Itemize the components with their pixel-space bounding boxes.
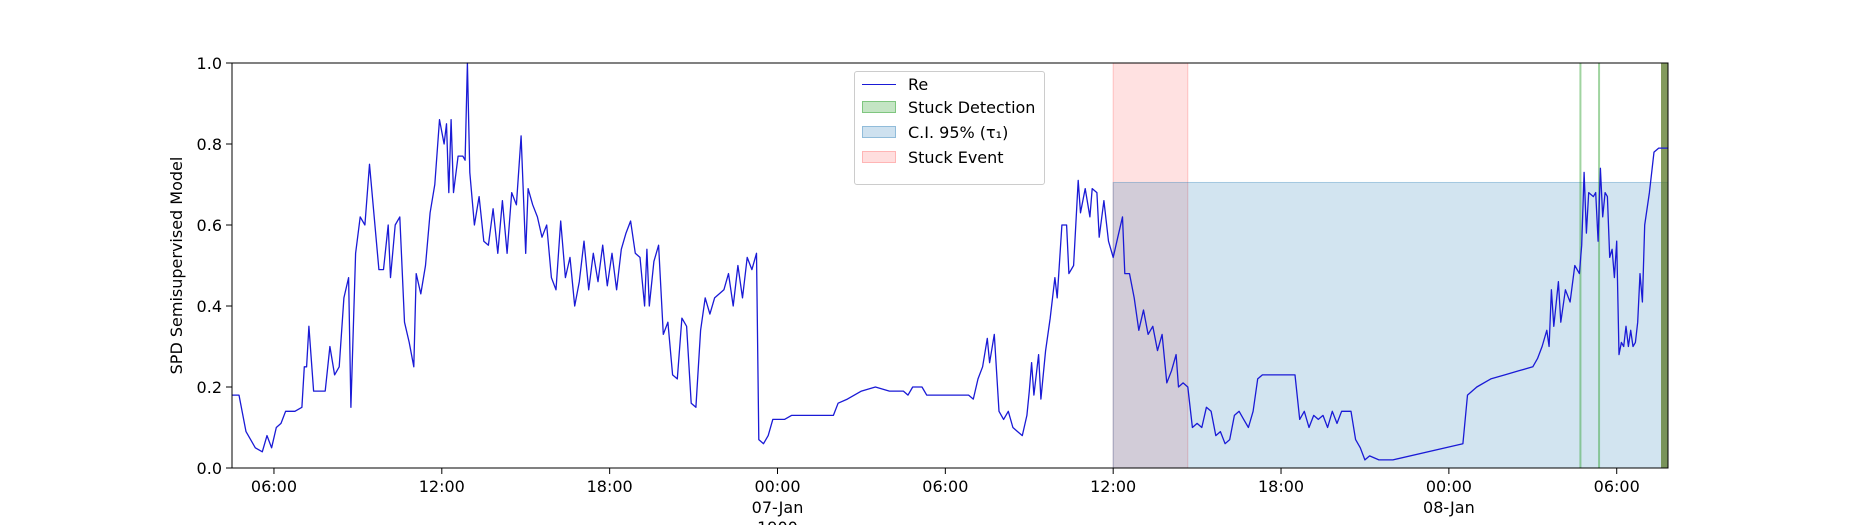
x-tick-label: 06:00 bbox=[251, 477, 297, 496]
x-axis-ticks: 06:00 12:00 18:00 00:00 07-Jan1900 06:00 12:00… bbox=[251, 468, 1640, 525]
stuck-detection-marker-1 bbox=[1598, 63, 1601, 468]
y-tick-label: 0.4 bbox=[197, 297, 222, 316]
y-tick-label: 0.8 bbox=[197, 135, 222, 154]
legend-item-stuck-event: Stuck Event bbox=[862, 146, 1004, 168]
x-tick-label: 00:00 bbox=[754, 477, 800, 496]
x-tick-label: 12:00 bbox=[419, 477, 465, 496]
legend-swatch-stuck-event bbox=[862, 151, 896, 163]
x-tick-label: 00:00 bbox=[1426, 477, 1472, 496]
series-layer bbox=[232, 62, 1668, 461]
stuck-detection-marker-2 bbox=[1661, 63, 1668, 468]
region-c-i-95- bbox=[1112, 181, 1669, 469]
y-tick-label: 1.0 bbox=[197, 54, 222, 73]
legend: Re Stuck Detection C.I. 95% (τ₁) Stuck E… bbox=[854, 71, 1045, 185]
legend-item-re: Re bbox=[862, 73, 928, 95]
series-line-re bbox=[232, 62, 1668, 461]
y-tick-label: 0.0 bbox=[197, 459, 222, 478]
y-axis-ticks: 0.0 0.2 0.4 0.6 0.8 1.0 bbox=[197, 54, 232, 478]
legend-item-stuck-detection: Stuck Detection bbox=[862, 96, 1035, 118]
y-tick-label: 0.6 bbox=[197, 216, 222, 235]
x-tick-date-label: 1900 bbox=[757, 518, 798, 525]
legend-swatch-ci bbox=[862, 126, 896, 138]
x-tick-date-label: 07-Jan bbox=[752, 498, 804, 517]
x-tick-label: 12:00 bbox=[1090, 477, 1136, 496]
plot-area-frame bbox=[231, 62, 1669, 469]
legend-item-ci: C.I. 95% (τ₁) bbox=[862, 121, 1008, 143]
legend-label-stuck-detection: Stuck Detection bbox=[908, 97, 1036, 117]
legend-label-ci: C.I. 95% (τ₁) bbox=[908, 122, 1009, 142]
x-tick-label: 06:00 bbox=[922, 477, 968, 496]
region-stuck-event bbox=[1112, 62, 1189, 469]
legend-swatch-stuck-detection bbox=[862, 101, 896, 113]
x-tick-label: 18:00 bbox=[587, 477, 633, 496]
x-tick-label: 18:00 bbox=[1258, 477, 1304, 496]
legend-swatch-re bbox=[862, 83, 896, 85]
x-tick-date-label: 08-Jan bbox=[1423, 498, 1475, 517]
x-tick-label: 06:00 bbox=[1594, 477, 1640, 496]
y-tick-label: 0.2 bbox=[197, 378, 222, 397]
legend-label-stuck-event: Stuck Event bbox=[908, 147, 1004, 167]
shaded-regions bbox=[1112, 62, 1669, 469]
legend-label-re: Re bbox=[908, 74, 929, 94]
y-axis-label: SPD Semisupervised Model bbox=[167, 157, 186, 375]
